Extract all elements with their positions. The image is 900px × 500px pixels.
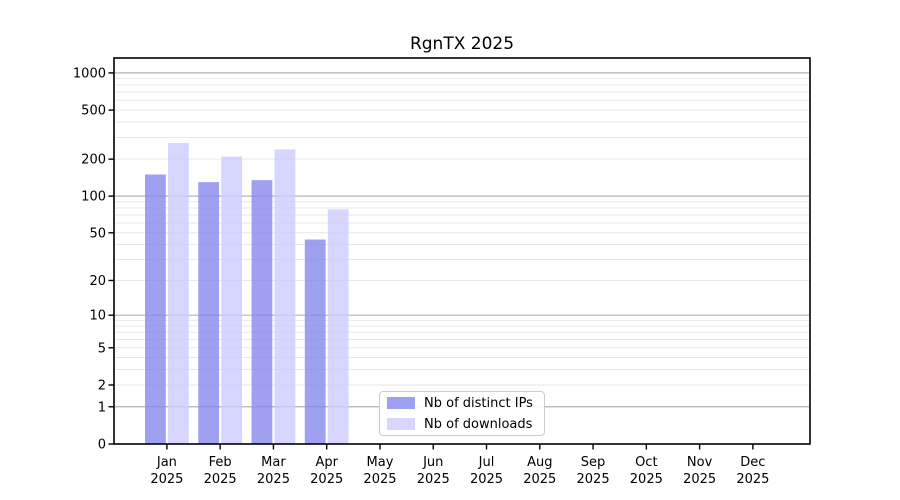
x-tick-label-year-mar: 2025 [257,472,290,487]
chart-title: RgnTX 2025 [409,34,515,54]
x-tick-label-year-jul: 2025 [470,472,503,487]
legend-label-distinct-ips: Nb of distinct IPs [424,395,533,411]
bar-distinct-ips-mar [251,180,273,444]
bar-distinct-ips-feb [198,182,220,444]
x-tick-label-year-apr: 2025 [310,472,343,487]
bar-downloads-apr [327,209,349,444]
y-tick-label-1000: 1000 [73,66,106,81]
y-tick-label-5: 5 [98,341,106,356]
x-tick-label-month-apr: Apr [315,455,338,470]
x-tick-label-year-jan: 2025 [150,472,183,487]
x-tick-label-month-dec: Dec [740,455,765,470]
y-tick-label-500: 500 [81,104,106,119]
x-tick-label-year-feb: 2025 [204,472,237,487]
x-tick-label-year-may: 2025 [363,472,396,487]
x-tick-label-month-oct: Oct [635,455,657,470]
y-tick-label-0: 0 [98,438,106,453]
x-tick-label-month-jan: Jan [156,455,177,470]
legend-item-downloads: Nb of downloads [387,415,544,433]
legend: Nb of distinct IPs Nb of downloads [379,391,545,436]
x-tick-label-year-dec: 2025 [736,472,769,487]
plot-border [113,57,811,445]
y-tick-label-50: 50 [89,226,106,241]
y-tick-label-20: 20 [89,274,106,289]
y-tick-label-100: 100 [81,190,106,205]
x-tick-label-year-oct: 2025 [630,472,663,487]
bar-downloads-mar [274,149,296,444]
x-tick-label-month-nov: Nov [687,455,713,470]
bar-distinct-ips-apr [304,239,326,444]
x-tick-label-month-mar: Mar [261,455,286,470]
legend-swatch-downloads [387,418,415,430]
x-tick-label-month-sep: Sep [581,455,606,470]
x-tick-label-year-sep: 2025 [577,472,610,487]
legend-label-downloads: Nb of downloads [424,416,533,432]
legend-swatch-distinct-ips [387,397,415,409]
legend-item-distinct-ips: Nb of distinct IPs [387,394,544,412]
x-tick-label-year-nov: 2025 [683,472,716,487]
y-tick-label-2: 2 [98,378,106,393]
bar-downloads-feb [221,156,243,445]
x-tick-label-month-may: May [367,455,394,470]
x-tick-label-month-feb: Feb [209,455,232,470]
y-tick-label-1: 1 [98,400,106,415]
y-tick-label-200: 200 [81,153,106,168]
bar-downloads-jan [168,143,189,445]
x-tick-label-year-aug: 2025 [523,472,556,487]
bar-distinct-ips-jan [145,174,166,444]
y-tick-label-10: 10 [89,309,106,324]
x-tick-label-month-jun: Jun [422,455,443,470]
x-tick-label-month-jul: Jul [478,455,495,470]
x-tick-label-year-jun: 2025 [417,472,450,487]
x-tick-label-month-aug: Aug [527,455,552,470]
